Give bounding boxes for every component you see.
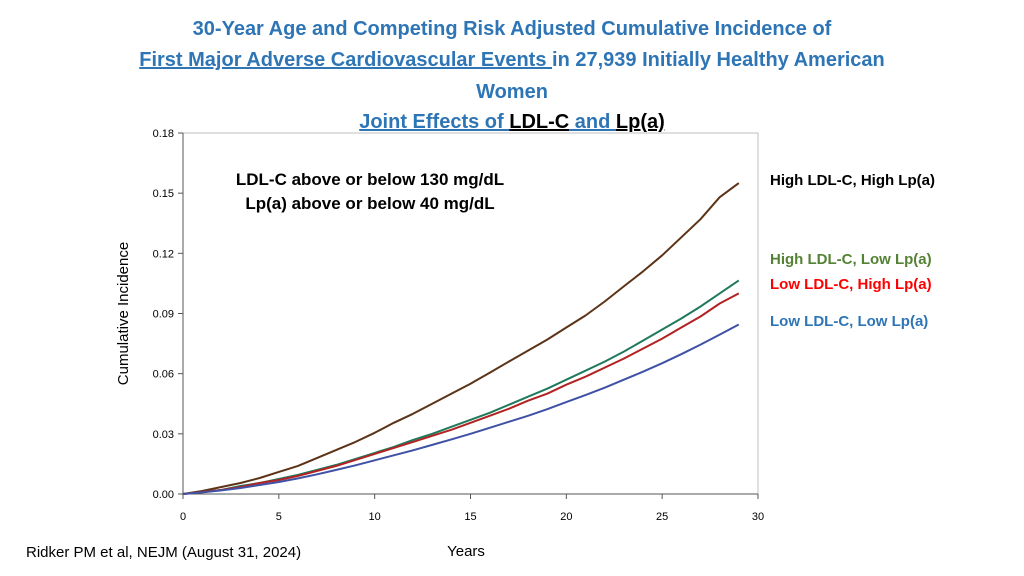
y-tick-label: 0.03 [153, 429, 174, 441]
title-line-2-rest: in 27,939 Initially Healthy American [552, 49, 885, 71]
x-tick-label: 5 [276, 511, 282, 523]
line-high-ldl-high-lpa [182, 182, 740, 495]
subtitle: Joint Effects of LDL-C and Lp(a) [0, 107, 1024, 137]
series-label-high-ldl-high-lpa: High LDL-C, High Lp(a) [770, 172, 935, 189]
x-tick-label: 25 [656, 511, 668, 523]
series-label-high-ldl-low-lpa: High LDL-C, Low Lp(a) [770, 251, 932, 268]
x-axis-label: Years [447, 543, 485, 560]
subtitle-and: and [569, 111, 616, 133]
x-tick-label: 30 [752, 511, 764, 523]
x-tick-label: 20 [560, 511, 572, 523]
subtitle-ldlc: LDL-C [509, 111, 570, 133]
y-tick-label: 0.09 [153, 309, 174, 321]
y-tick-label: 0.15 [153, 188, 174, 200]
title-line-2: First Major Adverse Cardiovascular Event… [0, 45, 1024, 75]
subtitle-lpa: Lp(a) [615, 111, 665, 133]
title-line-1: 30-Year Age and Competing Risk Adjusted … [192, 18, 832, 40]
line-low-ldl-high-lpa [182, 292, 740, 495]
y-axis-label: Cumulative Incidence [115, 242, 132, 385]
threshold-note-ldlc: LDL-C above or below 130 mg/dL [235, 170, 505, 189]
title-link[interactable]: First Major Adverse Cardiovascular Event… [139, 49, 553, 71]
x-tick-label: 0 [180, 511, 186, 523]
threshold-note: LDL-C above or below 130 mg/dL Lp(a) abo… [200, 168, 540, 216]
x-tick-label: 10 [369, 511, 381, 523]
series-label-low-ldl-low-lpa: Low LDL-C, Low Lp(a) [770, 313, 929, 330]
line-low-ldl-low-lpa [182, 323, 740, 495]
title-line-3: Women [476, 81, 548, 103]
y-tick-label: 0.12 [153, 248, 174, 260]
series-label-low-ldl-high-lpa: Low LDL-C, High Lp(a) [770, 276, 932, 293]
y-tick-label: 0.06 [153, 369, 174, 381]
subtitle-joint-effects: Joint Effects of [359, 111, 510, 133]
line-high-ldl-low-lpa [182, 279, 740, 495]
citation: Ridker PM et al, NEJM (August 31, 2024) [26, 544, 302, 561]
y-tick-label: 0.00 [153, 489, 174, 501]
y-tick-label: 0.18 [153, 128, 174, 140]
x-tick-label: 15 [464, 511, 476, 523]
threshold-note-lpa: Lp(a) above or below 40 mg/dL [245, 194, 495, 213]
